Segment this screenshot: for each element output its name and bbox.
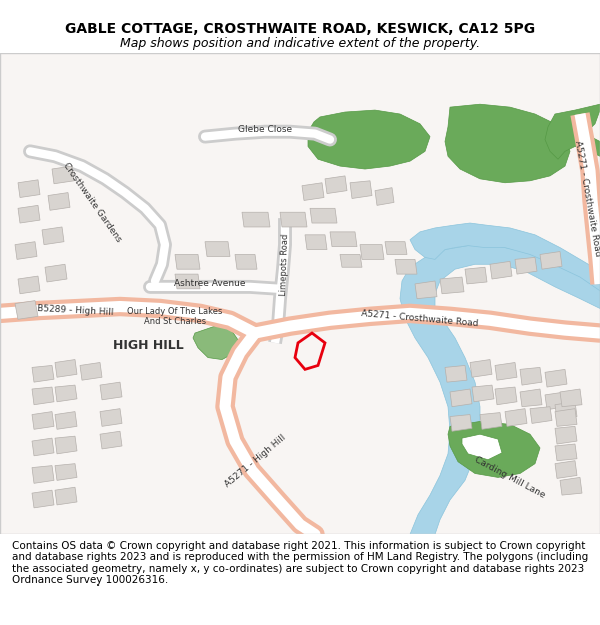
Polygon shape <box>55 359 77 378</box>
Text: A5271 - Crosthwaite Road: A5271 - Crosthwaite Road <box>361 309 479 328</box>
Text: Limepots Road: Limepots Road <box>280 233 290 296</box>
Text: Glebe Close: Glebe Close <box>238 125 292 134</box>
Polygon shape <box>360 244 384 259</box>
Polygon shape <box>462 434 502 460</box>
Polygon shape <box>472 385 494 402</box>
Polygon shape <box>480 412 502 429</box>
Polygon shape <box>555 426 577 444</box>
Polygon shape <box>330 232 357 247</box>
Polygon shape <box>18 276 40 294</box>
Polygon shape <box>325 176 347 194</box>
Polygon shape <box>445 366 467 382</box>
Polygon shape <box>555 444 577 461</box>
Polygon shape <box>495 387 517 405</box>
Polygon shape <box>450 389 472 407</box>
Polygon shape <box>520 368 542 385</box>
Polygon shape <box>400 244 600 534</box>
Polygon shape <box>15 301 38 319</box>
Polygon shape <box>340 254 362 268</box>
Polygon shape <box>235 254 257 269</box>
Text: Our Lady Of The Lakes
And St Charles: Our Lady Of The Lakes And St Charles <box>127 307 223 326</box>
Text: Ashtree Avenue: Ashtree Avenue <box>174 279 246 288</box>
Polygon shape <box>540 251 562 269</box>
Text: Contains OS data © Crown copyright and database right 2021. This information is : Contains OS data © Crown copyright and d… <box>12 542 588 586</box>
Polygon shape <box>100 431 122 449</box>
Polygon shape <box>555 402 577 419</box>
Polygon shape <box>520 389 542 407</box>
Polygon shape <box>32 412 54 429</box>
Polygon shape <box>350 181 372 199</box>
Text: B5289 - High Hill: B5289 - High Hill <box>37 304 113 317</box>
Polygon shape <box>100 382 122 400</box>
Text: A5271 - Crosthwaite Road: A5271 - Crosthwaite Road <box>574 140 600 257</box>
Polygon shape <box>308 110 430 169</box>
Polygon shape <box>505 409 527 426</box>
Polygon shape <box>175 254 200 269</box>
Polygon shape <box>445 104 570 182</box>
Polygon shape <box>32 366 54 382</box>
Polygon shape <box>448 421 540 478</box>
Text: A5271 - High Hill: A5271 - High Hill <box>223 432 287 489</box>
Polygon shape <box>55 488 77 505</box>
Polygon shape <box>175 274 200 289</box>
Polygon shape <box>415 281 437 299</box>
Text: Crosthwaite Gardens: Crosthwaite Gardens <box>61 161 123 244</box>
Polygon shape <box>32 466 54 483</box>
Polygon shape <box>515 258 537 274</box>
Polygon shape <box>560 389 582 407</box>
Polygon shape <box>242 213 270 227</box>
Polygon shape <box>470 359 492 378</box>
Polygon shape <box>55 412 77 429</box>
Polygon shape <box>55 385 77 402</box>
Polygon shape <box>305 235 327 249</box>
Polygon shape <box>410 223 600 291</box>
Polygon shape <box>545 392 567 409</box>
Polygon shape <box>55 436 77 454</box>
Polygon shape <box>18 206 40 223</box>
Polygon shape <box>490 261 512 279</box>
Polygon shape <box>32 438 54 456</box>
Polygon shape <box>465 268 487 284</box>
Polygon shape <box>450 414 472 431</box>
Polygon shape <box>80 362 102 380</box>
Polygon shape <box>205 242 230 256</box>
Polygon shape <box>302 182 324 201</box>
Text: GABLE COTTAGE, CROSTHWAITE ROAD, KESWICK, CA12 5PG: GABLE COTTAGE, CROSTHWAITE ROAD, KESWICK… <box>65 22 535 36</box>
Polygon shape <box>530 407 552 423</box>
Text: Map shows position and indicative extent of the property.: Map shows position and indicative extent… <box>120 38 480 51</box>
Polygon shape <box>395 259 417 274</box>
Polygon shape <box>385 242 407 254</box>
Polygon shape <box>32 387 54 405</box>
Polygon shape <box>280 213 307 227</box>
Polygon shape <box>42 227 64 244</box>
Polygon shape <box>45 264 67 282</box>
Polygon shape <box>560 478 582 495</box>
Polygon shape <box>440 277 464 294</box>
Polygon shape <box>555 461 577 478</box>
Text: HIGH HILL: HIGH HILL <box>113 339 184 352</box>
Polygon shape <box>100 409 122 426</box>
Polygon shape <box>15 242 37 259</box>
Polygon shape <box>52 166 74 184</box>
Polygon shape <box>48 192 70 210</box>
Polygon shape <box>310 208 337 223</box>
Text: Carding Mill Lane: Carding Mill Lane <box>473 455 547 500</box>
Text: Contains OS data © Crown copyright and database right 2021. This information is : Contains OS data © Crown copyright and d… <box>12 541 588 586</box>
Polygon shape <box>545 369 567 387</box>
Polygon shape <box>32 490 54 508</box>
Polygon shape <box>375 188 394 206</box>
Polygon shape <box>193 326 238 359</box>
Polygon shape <box>555 409 577 426</box>
Polygon shape <box>18 180 40 198</box>
Polygon shape <box>495 362 517 380</box>
Polygon shape <box>55 464 77 481</box>
Polygon shape <box>545 104 600 159</box>
